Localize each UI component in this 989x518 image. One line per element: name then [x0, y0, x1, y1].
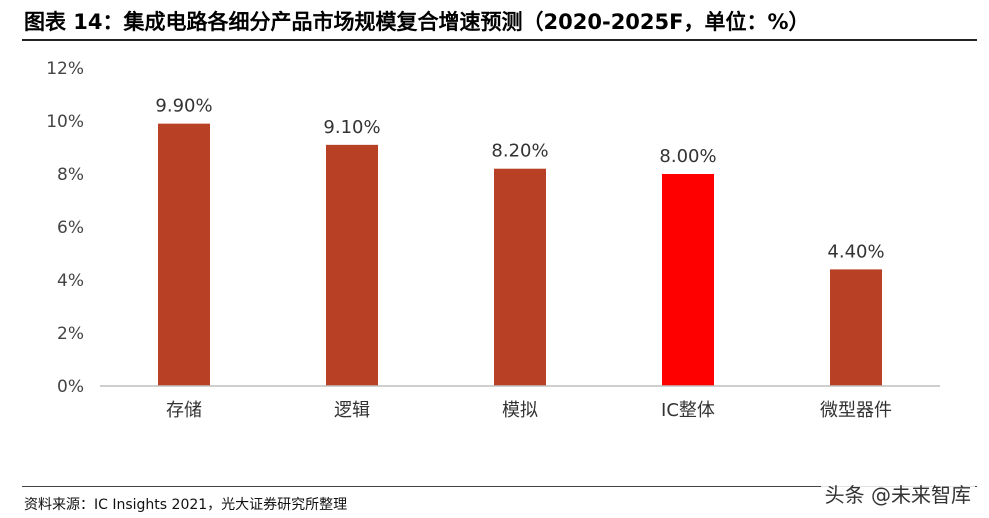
- bar: [662, 174, 714, 386]
- x-tick-label: 逻辑: [334, 400, 370, 421]
- bar: [326, 144, 378, 386]
- bar-series: 9.90% 9.10% 8.20% 8.00% 4.40%: [155, 96, 885, 387]
- y-tick-label: 0%: [57, 377, 84, 397]
- source-note: 资料来源：IC Insights 2021，光大证券研究所整理: [24, 497, 348, 513]
- data-label: 9.10%: [323, 117, 380, 138]
- y-tick-label: 2%: [57, 324, 84, 344]
- chart-title: 图表 14：集成电路各细分产品市场规模复合增速预测（2020-2025F，单位：…: [24, 10, 810, 34]
- data-label: 8.00%: [659, 146, 716, 167]
- y-tick-label: 8%: [57, 165, 84, 185]
- x-axis: 存储 逻辑 模拟 IC整体 微型器件: [100, 385, 940, 421]
- bar-chart: 0% 2% 4% 6% 8% 10% 12% 9.90% 9.10% 8.20% 8.00% 4.4…: [46, 59, 940, 421]
- source-divider: [22, 486, 977, 487]
- x-tick-label: IC整体: [661, 400, 715, 421]
- x-tick-label: 存储: [166, 400, 202, 421]
- bar: [830, 269, 882, 386]
- y-tick-label: 10%: [46, 112, 84, 132]
- y-tick-label: 6%: [57, 218, 84, 238]
- y-axis: 0% 2% 4% 6% 8% 10% 12%: [46, 59, 84, 397]
- bar: [158, 123, 210, 387]
- title-divider: [22, 39, 977, 41]
- y-tick-label: 4%: [57, 271, 84, 291]
- bar: [494, 168, 546, 386]
- data-label: 4.40%: [827, 241, 884, 262]
- watermark: 头条 @未来智库: [820, 479, 975, 508]
- x-tick-label: 模拟: [502, 400, 538, 421]
- data-label: 9.90%: [155, 96, 212, 117]
- y-tick-label: 12%: [46, 59, 84, 79]
- data-label: 8.20%: [491, 141, 548, 162]
- x-tick-label: 微型器件: [820, 400, 892, 421]
